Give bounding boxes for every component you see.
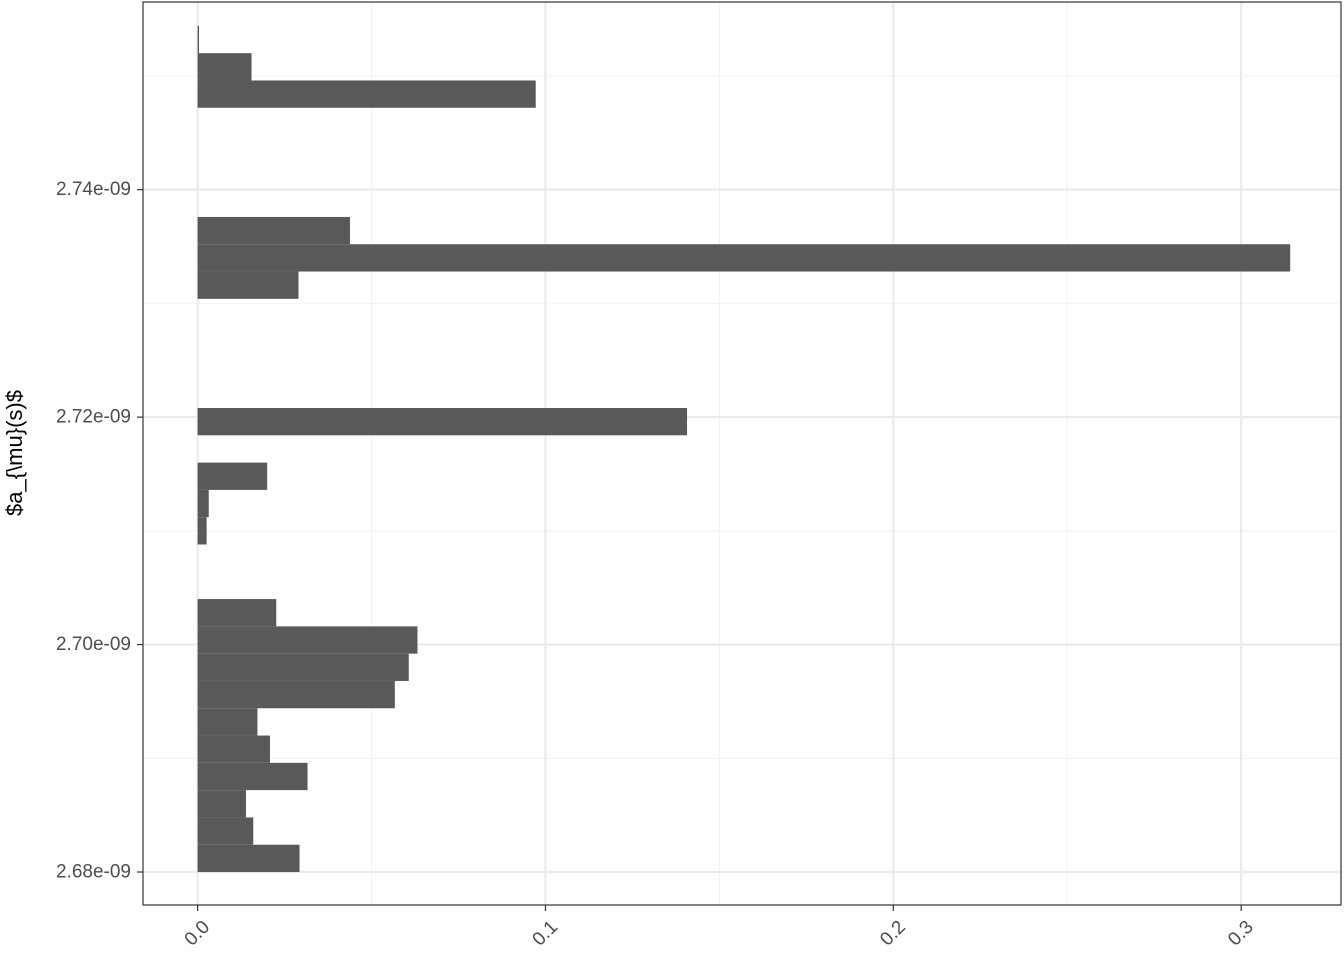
histogram-bar: [197, 653, 409, 681]
histogram-bar: [197, 762, 308, 791]
histogram-bar: [197, 517, 207, 545]
x-tick-label: 0.3: [1224, 917, 1258, 951]
x-tick-label: 0.2: [876, 917, 910, 951]
histogram-bar: [197, 408, 688, 436]
panel-background: [143, 2, 1341, 905]
minor-grid: [143, 2, 1341, 905]
y-tick-label: 2.74e-09: [56, 179, 131, 200]
histogram-bar: [197, 271, 299, 299]
histogram-bar: [197, 599, 277, 627]
histogram-bar: [197, 708, 258, 736]
histogram-bar: [197, 53, 252, 81]
y-tick-label: 2.70e-09: [56, 634, 131, 655]
y-axis-ticks: 2.68e-09 2.70e-09 2.72e-09 2.74e-09: [56, 179, 143, 883]
x-tick-label: 0.1: [529, 917, 563, 951]
histogram-bar: [197, 80, 536, 108]
histogram-bar: [197, 680, 395, 709]
y-tick-label: 2.68e-09: [56, 862, 131, 883]
histogram-bar: [197, 489, 209, 518]
y-tick-label: 2.72e-09: [56, 407, 131, 428]
histogram-bar: [197, 817, 254, 845]
bars: [197, 25, 1291, 873]
x-axis-ticks: 0.0 0.1 0.2 0.3: [181, 905, 1258, 950]
histogram-bar: [197, 244, 1291, 272]
histogram-bar: [197, 462, 268, 490]
y-axis-title: $a_{\mu}(s)$: [2, 390, 27, 516]
histogram-bar: [197, 626, 418, 654]
panel-border: [142, 1, 1342, 906]
histogram-bar: [197, 790, 246, 818]
histogram-bar: [197, 216, 350, 245]
histogram-bar: [197, 735, 270, 763]
histogram-bar: [197, 25, 200, 54]
histogram-bar: [197, 844, 300, 873]
x-tick-label: 0.0: [181, 917, 215, 951]
